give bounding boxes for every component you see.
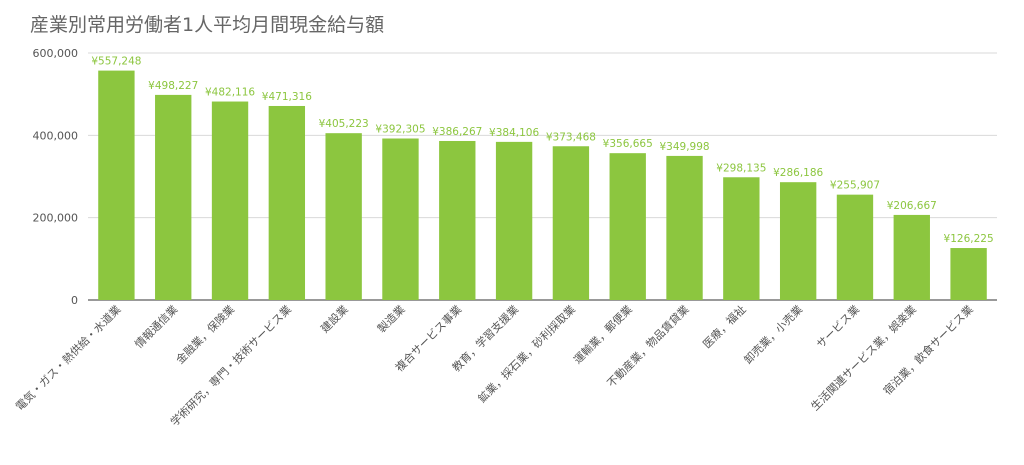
category-label: 医療，福祉 [700, 302, 749, 351]
data-label: ¥373,468 [546, 131, 596, 143]
data-label: ¥386,267 [432, 126, 482, 138]
data-label: ¥405,223 [319, 118, 369, 130]
data-label: ¥392,305 [375, 124, 425, 136]
category-label: 運輸業，郵便業 [570, 302, 634, 366]
x-axis: 電気・ガス・熱供給・水道業 情報通信業金融業，保険業学術研究，専門・技術サービス業… [13, 302, 976, 429]
y-tick-label: 400,000 [33, 129, 79, 142]
bar [439, 140, 476, 300]
y-axis: 0 200,000 400,000 600,000 [33, 47, 79, 307]
bar [382, 138, 419, 300]
bar [268, 105, 306, 300]
bars [98, 70, 987, 301]
category-label: 建設業 [318, 302, 351, 335]
y-tick-label: 200,000 [33, 212, 79, 225]
data-label: ¥482,116 [205, 87, 255, 99]
data-label: ¥255,907 [830, 180, 880, 192]
data-label: ¥298,135 [716, 162, 766, 174]
category-label: 卸売業，小売業 [741, 302, 805, 366]
bar [211, 101, 249, 300]
data-label: ¥206,667 [887, 200, 937, 212]
data-label: ¥286,186 [773, 167, 823, 179]
data-label: ¥384,106 [489, 127, 539, 139]
category-label: 学術研究，専門・技術サービス業 [167, 302, 294, 429]
category-label: 製造業 [374, 302, 407, 335]
bar [779, 182, 817, 300]
category-label: サービス業 [814, 303, 862, 351]
category-label: 生活関連サービス業，娯楽業 [808, 302, 919, 413]
bar [495, 141, 533, 300]
bar [723, 177, 760, 300]
bar [155, 94, 192, 301]
category-label: 電気・ガス・熱供給・水道業 [13, 302, 124, 413]
bar [893, 214, 930, 300]
bar [552, 146, 590, 300]
chart-title: 産業別常用労働者1人平均月間現金給与額 [30, 14, 385, 36]
data-label: ¥471,316 [262, 91, 312, 103]
bar [836, 194, 874, 300]
data-label: ¥356,665 [603, 138, 653, 150]
data-label: ¥126,225 [944, 233, 994, 245]
category-label: 金融業，保険業 [173, 302, 237, 366]
data-labels: ¥557,248 ¥498,227 ¥482,116 ¥471,316 ¥405,223… [91, 56, 993, 245]
bar [325, 133, 362, 300]
data-label: ¥498,227 [148, 80, 198, 92]
category-label: 宿泊業，飲食サービス業 [880, 302, 975, 397]
data-label: ¥349,998 [659, 141, 709, 153]
category-label: 情報通信業 [132, 303, 180, 351]
bar [98, 70, 135, 300]
y-tick-label: 600,000 [33, 47, 79, 60]
data-label: ¥557,248 [91, 56, 141, 68]
bar [950, 248, 987, 300]
bar [666, 155, 703, 300]
y-tick-label: 0 [71, 294, 78, 307]
category-label: 鉱業，採石業，砂利採取業 [475, 302, 578, 405]
bar [609, 153, 646, 300]
